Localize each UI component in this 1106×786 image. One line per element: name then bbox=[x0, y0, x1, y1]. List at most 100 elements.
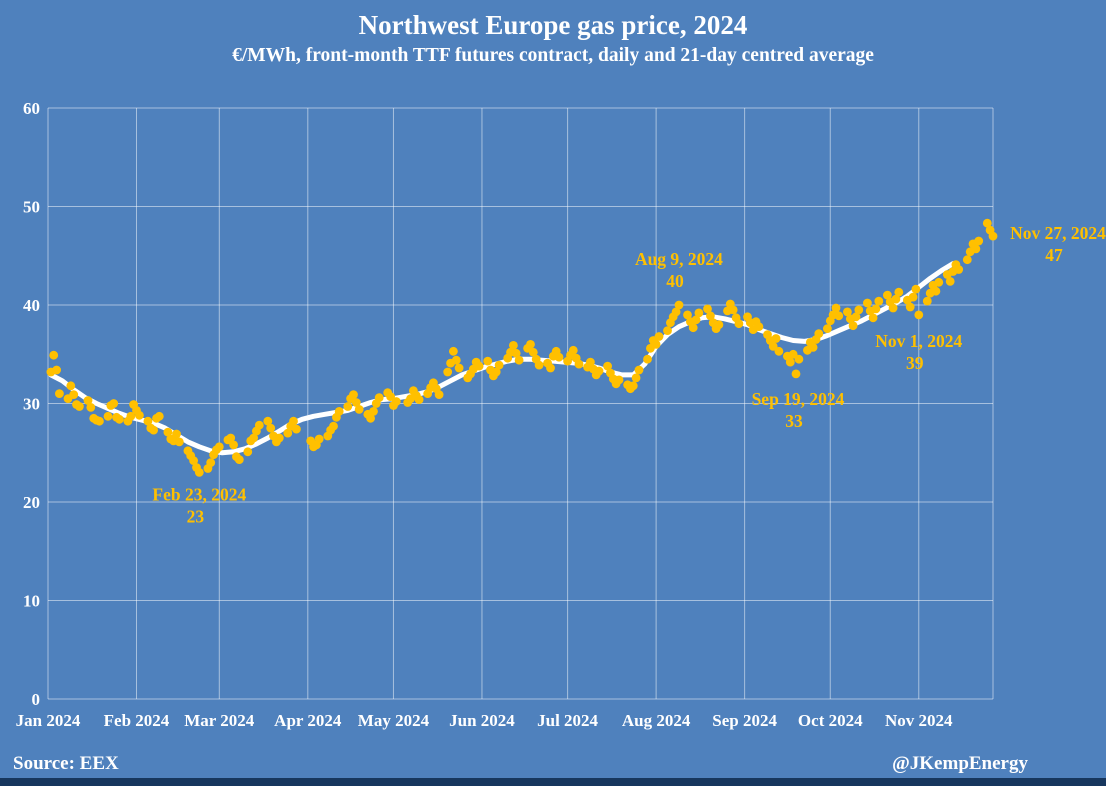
daily-price-point bbox=[135, 410, 144, 420]
daily-price-point bbox=[234, 455, 244, 464]
daily-price-point bbox=[149, 425, 159, 435]
daily-price-point bbox=[594, 366, 604, 376]
daily-price-point bbox=[526, 340, 535, 349]
daily-price-point bbox=[434, 390, 444, 399]
daily-price-point bbox=[75, 402, 84, 411]
daily-price-point bbox=[491, 367, 501, 377]
daily-price-point bbox=[554, 352, 564, 362]
daily-price-point bbox=[785, 357, 795, 367]
daily-price-point bbox=[86, 403, 96, 412]
daily-price-point bbox=[292, 424, 301, 434]
daily-price-point bbox=[474, 361, 484, 371]
daily-price-point bbox=[863, 298, 872, 308]
y-axis-tick-label: 50 bbox=[23, 198, 40, 217]
x-axis-month-label: May 2024 bbox=[358, 711, 430, 730]
y-axis-tick-label: 40 bbox=[23, 296, 40, 315]
daily-price-point bbox=[691, 315, 701, 325]
x-axis-month-label: Nov 2024 bbox=[885, 711, 953, 730]
average-line bbox=[48, 261, 956, 456]
daily-price-point bbox=[911, 284, 921, 294]
y-axis-tick-label: 60 bbox=[23, 99, 40, 118]
x-axis-month-label: Sep 2024 bbox=[712, 711, 777, 730]
daily-price-point bbox=[771, 334, 781, 343]
daily-price-point bbox=[95, 416, 104, 426]
x-axis-month-label: Aug 2024 bbox=[622, 711, 691, 730]
daily-price-point bbox=[982, 218, 992, 228]
annotation-value-label: 40 bbox=[666, 271, 684, 291]
daily-price-point bbox=[871, 304, 881, 314]
annotation-value-label: 23 bbox=[187, 506, 205, 526]
daily-price-point bbox=[143, 416, 153, 426]
daily-price-point bbox=[674, 300, 684, 310]
daily-price-point bbox=[905, 302, 915, 312]
daily-price-point bbox=[851, 312, 861, 322]
daily-price-point bbox=[189, 456, 199, 465]
daily-price-point bbox=[172, 429, 181, 439]
daily-price-point bbox=[528, 347, 538, 357]
annotation-date-label: Feb 23, 2024 bbox=[152, 484, 246, 504]
daily-price-point bbox=[314, 434, 324, 444]
daily-price-point bbox=[546, 363, 555, 373]
x-axis-month-label: Jul 2024 bbox=[537, 711, 598, 730]
daily-price-point bbox=[194, 468, 204, 477]
y-axis-tick-label: 20 bbox=[23, 493, 40, 512]
daily-price-point bbox=[174, 437, 184, 447]
daily-price-point bbox=[934, 277, 944, 287]
daily-price-point bbox=[794, 354, 804, 364]
daily-price-point bbox=[823, 324, 832, 333]
daily-price-point bbox=[386, 392, 395, 401]
daily-price-point bbox=[971, 244, 981, 254]
daily-price-point bbox=[374, 393, 384, 402]
daily-price-point bbox=[391, 397, 401, 406]
daily-price-point bbox=[634, 365, 644, 375]
daily-price-point bbox=[628, 381, 638, 391]
daily-price-point bbox=[49, 350, 59, 360]
author-handle: @JKempEnergy bbox=[892, 753, 1028, 774]
daily-price-point bbox=[366, 413, 375, 423]
daily-price-point bbox=[683, 310, 692, 320]
daily-price-point bbox=[891, 294, 901, 304]
page-title: Northwest Europe gas price, 2024 bbox=[358, 10, 748, 40]
daily-price-point bbox=[568, 345, 578, 355]
daily-price-point bbox=[163, 427, 173, 437]
daily-price-point bbox=[289, 416, 298, 426]
y-axis-tick-label: 30 bbox=[23, 395, 40, 414]
daily-price-point bbox=[848, 321, 858, 331]
daily-price-point bbox=[226, 433, 236, 443]
daily-price-point bbox=[974, 236, 984, 246]
daily-price-point bbox=[449, 346, 458, 356]
daily-price-point bbox=[349, 390, 358, 399]
daily-price-point bbox=[922, 296, 932, 306]
daily-price-point bbox=[263, 416, 273, 426]
daily-price-point bbox=[671, 307, 681, 317]
daily-price-point bbox=[874, 296, 884, 306]
x-axis-month-label: Jun 2024 bbox=[449, 711, 515, 730]
daily-price-point bbox=[954, 265, 964, 274]
daily-price-point bbox=[694, 308, 704, 318]
daily-price-point bbox=[688, 323, 698, 333]
y-axis-tick-label: 0 bbox=[32, 690, 41, 709]
daily-price-point bbox=[214, 442, 224, 452]
daily-price-point bbox=[249, 433, 258, 443]
annotation-value-label: 33 bbox=[785, 411, 803, 431]
annotation-date-label: Sep 19, 2024 bbox=[752, 389, 845, 409]
daily-price-point bbox=[334, 407, 344, 416]
annotation-date-label: Aug 9, 2024 bbox=[635, 249, 723, 269]
annotation-value-label: 47 bbox=[1045, 245, 1063, 265]
daily-price-point bbox=[229, 440, 239, 450]
daily-price-point bbox=[509, 341, 518, 350]
daily-price-point bbox=[843, 307, 852, 317]
daily-price-point bbox=[254, 420, 264, 430]
daily-price-point bbox=[834, 311, 844, 321]
daily-price-point bbox=[914, 310, 924, 320]
daily-price-point bbox=[52, 365, 61, 375]
x-axis-month-label: Apr 2024 bbox=[274, 711, 342, 730]
annotation-date-label: Nov 27, 2024 bbox=[1010, 223, 1106, 243]
daily-price-point bbox=[894, 287, 904, 297]
daily-price-point bbox=[283, 428, 293, 438]
daily-price-point bbox=[706, 311, 715, 321]
x-axis-month-label: Jan 2024 bbox=[16, 711, 81, 730]
y-axis-tick-label: 10 bbox=[23, 592, 40, 611]
daily-price-point bbox=[574, 359, 584, 369]
